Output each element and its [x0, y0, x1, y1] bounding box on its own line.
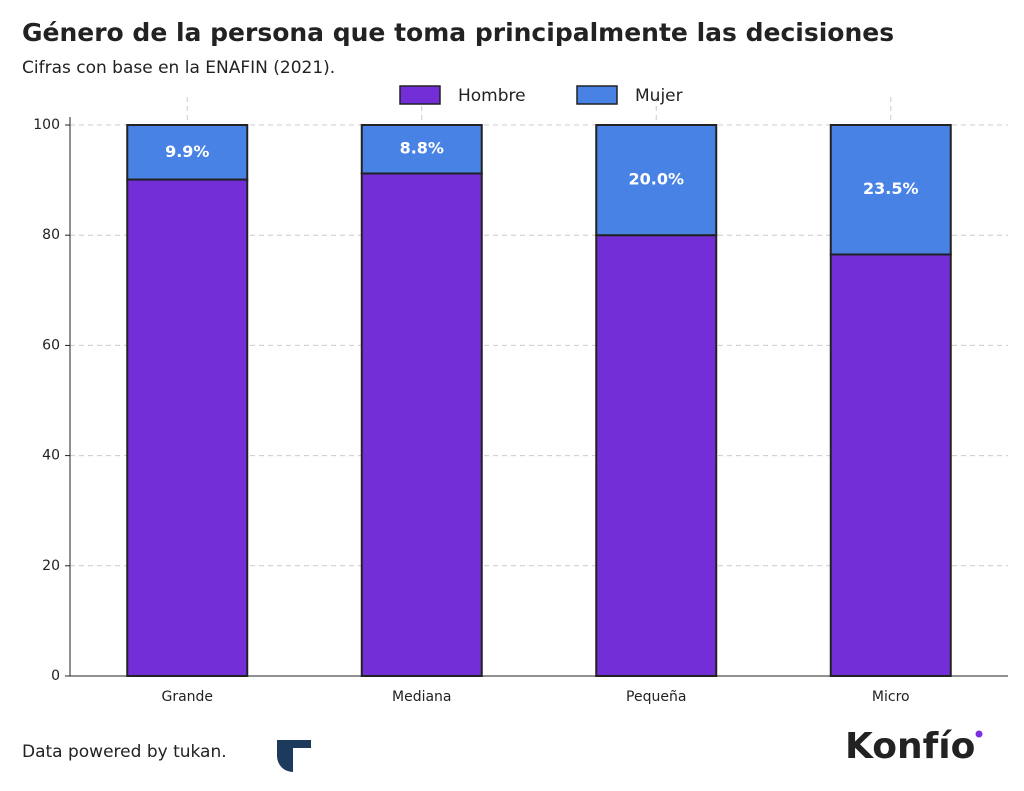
x-tick-label: Grande [161, 689, 213, 705]
value-label: 8.8% [400, 139, 444, 158]
y-tick-label: 0 [51, 668, 60, 684]
brand: Konfío [845, 726, 975, 767]
bar-segment [126, 124, 249, 181]
bar-segment [595, 234, 718, 677]
credit: Data powered by tukan. [22, 742, 227, 762]
legend-swatch [399, 85, 441, 105]
bar-segment [126, 178, 249, 677]
chart-subtitle: Cifras con base en la ENAFIN (2021). [22, 58, 335, 78]
y-tick-label: 100 [33, 117, 60, 133]
bar-segment [595, 124, 718, 237]
legend-label: Mujer [635, 86, 683, 106]
brand-dot [975, 730, 983, 738]
chart-title: Género de la persona que toma principalm… [22, 18, 894, 47]
x-tick-label: Pequeña [626, 689, 686, 705]
bar-segment [360, 172, 483, 677]
y-tick-label: 40 [42, 448, 60, 464]
value-label: 9.9% [165, 142, 209, 161]
bar-segment [829, 124, 952, 256]
legend-label: Hombre [458, 86, 526, 106]
value-label: 23.5% [863, 179, 919, 198]
bar-segment [360, 124, 483, 175]
value-label: 20.0% [628, 170, 684, 189]
legend-swatch [576, 85, 618, 105]
y-tick-label: 20 [42, 558, 60, 574]
bar-segment [829, 253, 952, 678]
tukan-logo [277, 740, 311, 772]
y-tick-label: 80 [42, 227, 60, 243]
y-tick-label: 60 [42, 337, 60, 353]
x-tick-label: Mediana [392, 689, 452, 705]
x-tick-label: Micro [872, 689, 910, 705]
